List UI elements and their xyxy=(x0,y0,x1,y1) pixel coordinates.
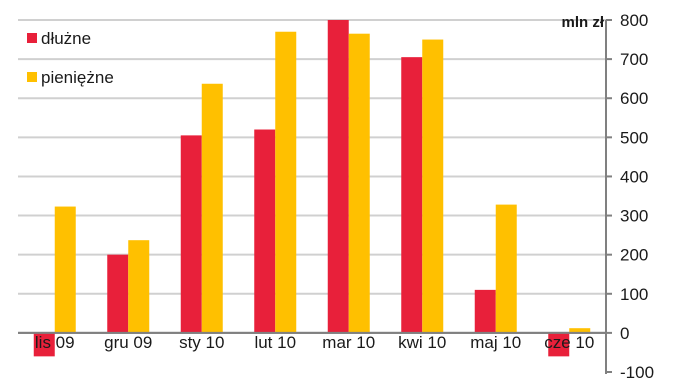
bar-pieniezne xyxy=(348,33,370,333)
x-tick-label: lut 10 xyxy=(254,333,296,352)
unit-label: mln zł xyxy=(561,14,604,31)
x-tick-label: kwi 10 xyxy=(398,333,446,352)
x-tick-label: sty 10 xyxy=(179,333,224,352)
legend-swatch-pieniezne xyxy=(27,72,37,82)
y-tick-label: -100 xyxy=(620,363,654,382)
legend-swatch-dluzne xyxy=(27,33,37,43)
y-tick-label: 0 xyxy=(620,324,629,343)
bar-dluzne xyxy=(327,20,349,333)
y-tick-label: 100 xyxy=(620,285,648,304)
x-tick-label: maj 10 xyxy=(470,333,521,352)
x-tick-label: mar 10 xyxy=(322,333,375,352)
gridlines xyxy=(18,19,606,334)
bar-dluzne xyxy=(33,332,55,357)
legend-label-pieniezne: pieniężne xyxy=(41,68,114,87)
x-tick-label: gru 09 xyxy=(104,333,152,352)
legend-label-dluzne: dłużne xyxy=(41,29,91,48)
x-axis: lis 09 gru 09 sty 10 lut 10 mar 10 kwi 10 maj … xyxy=(35,333,594,352)
y-tick-label: 400 xyxy=(620,167,648,186)
bar-pieniezne xyxy=(128,240,150,333)
bar-pieniezne xyxy=(275,31,297,333)
bar-pieniezne xyxy=(422,39,444,333)
bar-pieniezne xyxy=(201,83,223,333)
y-tick-label: 800 xyxy=(620,11,648,30)
bar-dluzne xyxy=(180,135,202,333)
bar-dluzne xyxy=(107,254,129,333)
bar-pieniezne xyxy=(495,204,517,333)
bar-pieniezne xyxy=(54,206,76,333)
bars xyxy=(33,20,591,357)
x-tick-label: lis 09 xyxy=(35,333,75,352)
y-axis: 800 700 600 500 400 300 200 100 0 -100 xyxy=(605,11,654,382)
y-tick-label: 700 xyxy=(620,50,648,69)
y-tick-label: 200 xyxy=(620,246,648,265)
bar-pieniezne xyxy=(569,328,591,333)
x-tick-label: cze 10 xyxy=(544,333,594,352)
y-tick-label: 300 xyxy=(620,207,648,226)
legend: dłużne pieniężne xyxy=(27,29,114,87)
bar-dluzne xyxy=(548,332,570,357)
bar-dluzne xyxy=(401,57,423,333)
bar-dluzne xyxy=(474,289,496,333)
bar-dluzne xyxy=(254,129,276,333)
y-tick-label: 500 xyxy=(620,128,648,147)
y-tick-label: 600 xyxy=(620,89,648,108)
